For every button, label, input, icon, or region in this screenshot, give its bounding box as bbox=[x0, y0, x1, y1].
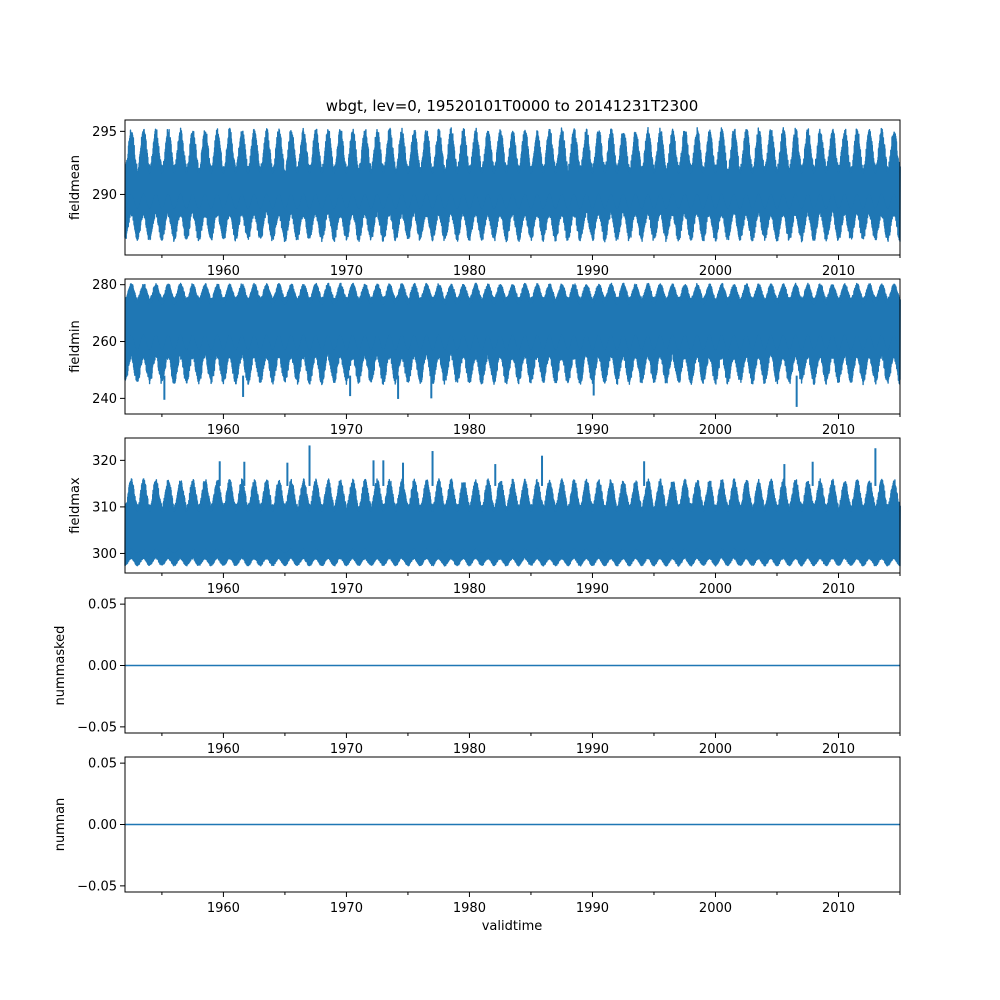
fieldmean-y-tick-label-0: 290 bbox=[92, 188, 117, 203]
fieldmin-axes-frame bbox=[124, 278, 901, 415]
fieldmin-x-tick-label-1980: 1980 bbox=[453, 423, 486, 438]
fieldmin-y-tick-label-0: 240 bbox=[92, 392, 117, 407]
nummasked-x-tick-label-1960: 1960 bbox=[207, 742, 240, 757]
chart-title: wbgt, lev=0, 19520101T0000 to 20141231T2… bbox=[326, 97, 699, 115]
fieldmean-x-tick-label-2010: 2010 bbox=[822, 264, 855, 279]
fieldmin-y-axis-label: fieldmin bbox=[68, 320, 83, 373]
nummasked-x-tick-label-1990: 1990 bbox=[576, 742, 609, 757]
fieldmin-x-tick-label-2010: 2010 bbox=[822, 423, 855, 438]
numnan-x-tick-label-2010: 2010 bbox=[822, 901, 855, 916]
fieldmax-y-tick-label-0: 300 bbox=[92, 547, 117, 562]
panel-numnan: 1960 1970 1980 1990 2000 2010 −0.05 0.00 0.05 num… bbox=[53, 756, 901, 916]
fieldmax-x-tick-label-1980: 1980 bbox=[453, 582, 486, 597]
fieldmean-x-tick-label-1980: 1980 bbox=[453, 264, 486, 279]
nummasked-x-tick-label-1980: 1980 bbox=[453, 742, 486, 757]
fieldmin-x-tick-label-1970: 1970 bbox=[330, 423, 363, 438]
panels: 1960 1970 1980 1990 2000 2010290295fieldmean1… bbox=[53, 119, 901, 916]
fieldmax-axes-frame bbox=[124, 437, 901, 574]
fieldmax-y-tick-label-2: 320 bbox=[92, 454, 117, 469]
nummasked-y-tick-label-2: 0.05 bbox=[88, 598, 117, 613]
numnan-x-tick-label-2000: 2000 bbox=[699, 901, 732, 916]
fieldmax-x-tick-label-2010: 2010 bbox=[822, 582, 855, 597]
fieldmean-x-tick-label-1970: 1970 bbox=[330, 264, 363, 279]
nummasked-y-axis-label: nummasked bbox=[53, 626, 68, 706]
fieldmin-x-tick-label-1990: 1990 bbox=[576, 423, 609, 438]
fieldmean-x-tick-label-1960: 1960 bbox=[207, 264, 240, 279]
fieldmean-y-tick-label-1: 295 bbox=[92, 125, 117, 140]
fieldmin-series-band bbox=[125, 296, 900, 351]
nummasked-x-tick-label-2010: 2010 bbox=[822, 742, 855, 757]
fieldmax-x-tick-label-1970: 1970 bbox=[330, 582, 363, 597]
numnan-y-tick-label-0: −0.05 bbox=[77, 879, 117, 894]
fieldmin-y-tick-label-2: 280 bbox=[92, 278, 117, 293]
panel-fieldmean: 1960 1970 1980 1990 2000 2010 290 295 fieldmean bbox=[68, 119, 901, 279]
fieldmin-x-tick-label-2000: 2000 bbox=[699, 423, 732, 438]
nummasked-x-tick-label-1970: 1970 bbox=[330, 742, 363, 757]
x-axis-label: validtime bbox=[482, 919, 543, 934]
numnan-x-tick-label-1960: 1960 bbox=[207, 901, 240, 916]
panel-nummasked: 1960 1970 1980 1990 2000 2010 −0.05 0.00 0.05 num… bbox=[53, 597, 901, 757]
numnan-x-tick-label-1980: 1980 bbox=[453, 901, 486, 916]
fieldmin-x-tick-label-1960: 1960 bbox=[207, 423, 240, 438]
numnan-x-tick-label-1970: 1970 bbox=[330, 901, 363, 916]
fieldmax-x-tick-label-1960: 1960 bbox=[207, 582, 240, 597]
fieldmean-x-tick-label-2000: 2000 bbox=[699, 264, 732, 279]
fieldmean-series-band bbox=[125, 150, 900, 209]
numnan-y-tick-label-2: 0.05 bbox=[88, 757, 117, 772]
fieldmax-x-tick-label-1990: 1990 bbox=[576, 582, 609, 597]
nummasked-y-tick-label-1: 0.00 bbox=[88, 659, 117, 674]
fieldmax-series-band bbox=[125, 496, 900, 553]
nummasked-y-tick-label-0: −0.05 bbox=[77, 720, 117, 735]
fieldmean-axes-frame bbox=[124, 119, 901, 256]
numnan-y-tick-label-1: 0.00 bbox=[88, 818, 117, 833]
numnan-x-tick-label-1990: 1990 bbox=[576, 901, 609, 916]
panel-fieldmin: 1960 1970 1980 1990 2000 2010 240 260 280 fieldmi… bbox=[68, 278, 901, 438]
fieldmean-y-axis-label: fieldmean bbox=[68, 155, 83, 220]
fieldmax-y-axis-label: fieldmax bbox=[68, 477, 83, 534]
fieldmin-y-tick-label-1: 260 bbox=[92, 335, 117, 350]
fieldmax-x-tick-label-2000: 2000 bbox=[699, 582, 732, 597]
numnan-y-axis-label: numnan bbox=[53, 798, 68, 852]
panel-fieldmax: 1960 1970 1980 1990 2000 2010 300 310 320 fieldma… bbox=[68, 437, 901, 597]
fieldmean-x-tick-label-1990: 1990 bbox=[576, 264, 609, 279]
fieldmax-y-tick-label-1: 310 bbox=[92, 500, 117, 515]
nummasked-x-tick-label-2000: 2000 bbox=[699, 742, 732, 757]
